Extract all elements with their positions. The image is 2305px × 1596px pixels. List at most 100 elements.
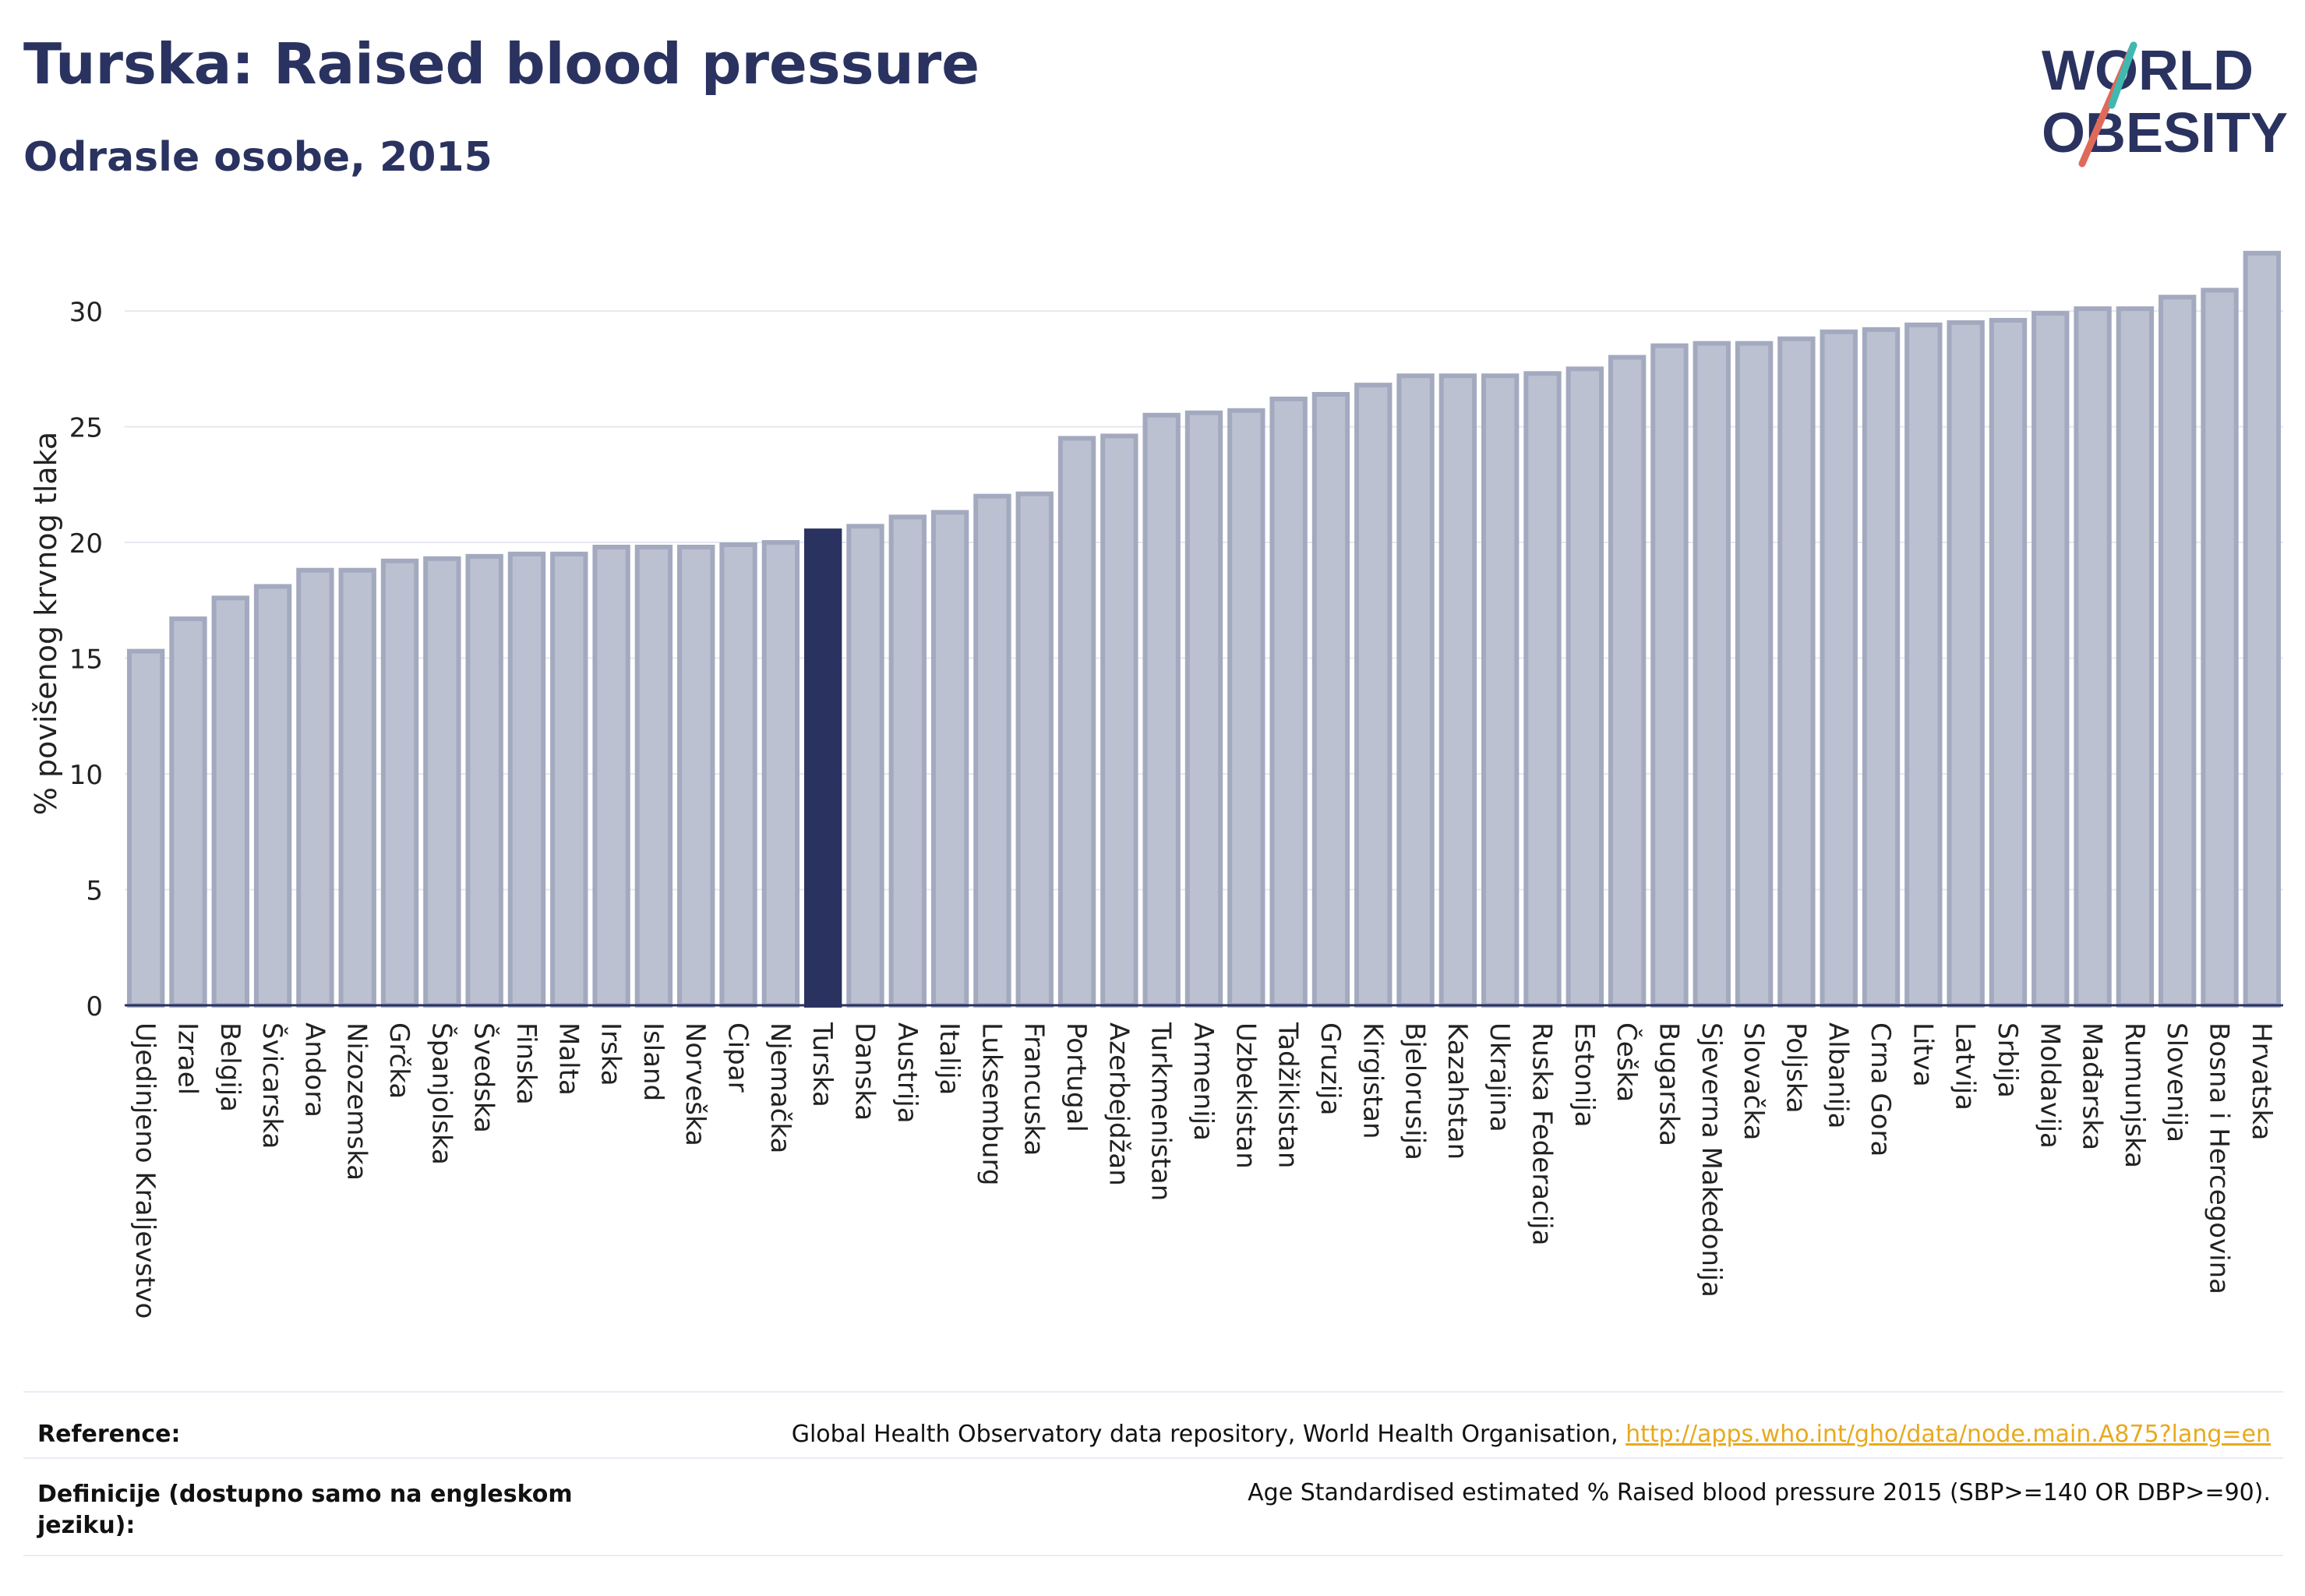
- bar: [634, 545, 673, 1008]
- bar: [1354, 383, 1393, 1008]
- bar: [1777, 336, 1816, 1008]
- bar: [423, 556, 461, 1008]
- bar: [1904, 322, 1943, 1008]
- x-tick-label: Ruska Federacija: [1527, 1022, 1558, 1245]
- bar: [719, 542, 757, 1008]
- bar: [169, 616, 207, 1008]
- x-tick-label: Portugal: [1061, 1022, 1092, 1132]
- y-tick-label: 5: [86, 876, 103, 907]
- y-tick-label: 0: [86, 991, 103, 1022]
- bar: [677, 545, 715, 1008]
- bar: [507, 551, 546, 1008]
- bar: [592, 545, 630, 1008]
- bar: [126, 648, 165, 1008]
- x-tick-label: Moldavija: [2034, 1022, 2065, 1149]
- x-tick-label: Luksemburg: [976, 1022, 1007, 1185]
- chart-subtitle: Odrasle osobe, 2015: [23, 134, 492, 181]
- footer-divider: [23, 1457, 2283, 1459]
- footer-divider: [23, 1391, 2283, 1393]
- x-tick-label: Sjeverna Makedonija: [1696, 1022, 1727, 1298]
- x-tick-label: Španjolska: [425, 1022, 457, 1165]
- x-tick-label: Uzbekistan: [1230, 1022, 1261, 1169]
- x-tick-label: Slovačka: [1738, 1022, 1769, 1140]
- bar: [1100, 433, 1138, 1008]
- x-tick-label: Andora: [298, 1022, 330, 1118]
- bar: [2201, 288, 2239, 1008]
- bar-chart: 0 5 10 15 20 25 30 % povišenog krvnog tlaka Ujed…: [29, 250, 2283, 1319]
- bar: [296, 567, 334, 1008]
- x-tick-label: Poljska: [1780, 1022, 1811, 1114]
- bar: [1608, 355, 1647, 1008]
- bar: [2243, 250, 2282, 1008]
- bar: [803, 528, 842, 1008]
- x-tick-label: Crna Gora: [1865, 1022, 1896, 1156]
- bar: [888, 514, 927, 1008]
- bar: [465, 553, 503, 1008]
- x-tick-label: Austrija: [891, 1022, 923, 1124]
- footer-divider: [23, 1555, 2283, 1556]
- bar: [1396, 373, 1435, 1008]
- chart-title: Turska: Raised blood pressure: [23, 31, 980, 97]
- x-tick-label: Srbija: [1992, 1022, 2023, 1098]
- x-tick-label: Ukrajina: [1484, 1022, 1515, 1132]
- x-tick-label: Finska: [510, 1022, 542, 1105]
- bar: [1269, 396, 1308, 1008]
- bar: [338, 567, 376, 1008]
- x-tick-label: Bjelorusija: [1400, 1022, 1431, 1160]
- x-tick-label: Bosna i Hercegovina: [2204, 1022, 2235, 1294]
- x-tick-label: Ujedinjeno Kraljevstvo: [129, 1022, 161, 1319]
- reference-link[interactable]: http://apps.who.int/gho/data/node.main.A…: [1626, 1421, 2271, 1448]
- y-tick-label: 20: [69, 528, 103, 560]
- x-tick-label: Irska: [595, 1022, 627, 1086]
- x-tick-label: Norveška: [679, 1022, 711, 1146]
- x-tick-label: Češka: [1611, 1022, 1643, 1102]
- y-tick-label: 15: [69, 644, 103, 676]
- bar: [1015, 491, 1054, 1008]
- x-tick-label: Njemačka: [764, 1022, 796, 1153]
- reference-value: Global Health Observatory data repositor…: [792, 1421, 2271, 1448]
- x-tick-label: Latvija: [1950, 1022, 1981, 1110]
- y-tick-label: 30: [69, 297, 103, 328]
- x-tick-label: Cipar: [722, 1022, 754, 1093]
- bar: [1735, 341, 1774, 1008]
- bar: [1311, 392, 1350, 1008]
- x-tick-label: Grčka: [383, 1022, 415, 1099]
- bar: [1650, 343, 1689, 1008]
- bar: [253, 584, 292, 1008]
- x-tick-label: Belgija: [214, 1022, 245, 1112]
- x-tick-label: Gruzija: [1315, 1022, 1346, 1115]
- bar: [1184, 410, 1223, 1008]
- bar: [380, 558, 419, 1008]
- bar: [1481, 373, 1520, 1008]
- bar: [1565, 366, 1604, 1008]
- x-tick-label: Izrael: [171, 1022, 203, 1095]
- bar: [1862, 327, 1901, 1008]
- x-tick-label: Italija: [934, 1022, 965, 1095]
- x-tick-label: Armenija: [1188, 1022, 1219, 1141]
- definition-value: Age Standardised estimated % Raised bloo…: [1248, 1479, 2271, 1506]
- bar: [2031, 311, 2070, 1008]
- bar: [2159, 295, 2197, 1008]
- x-tick-label: Albanija: [1823, 1022, 1854, 1128]
- y-tick-label: 10: [69, 760, 103, 791]
- bar: [2074, 306, 2112, 1008]
- logo-slash-teal: [2108, 41, 2137, 109]
- x-tick-label: Island: [637, 1022, 669, 1101]
- bar: [1820, 329, 1858, 1008]
- x-tick-label: Francuska: [1018, 1022, 1050, 1156]
- bar: [930, 510, 969, 1008]
- bar: [211, 595, 249, 1008]
- bar: [2116, 306, 2155, 1008]
- bar: [1523, 371, 1562, 1008]
- x-tick-label: Rumunjska: [2119, 1022, 2150, 1168]
- bar: [846, 524, 884, 1008]
- x-tick-label: Malta: [552, 1022, 584, 1096]
- logo-line1: WORLD: [2042, 40, 2254, 102]
- x-tick-label: Azerbejdžan: [1103, 1022, 1134, 1186]
- bar: [973, 493, 1011, 1008]
- bar: [1438, 373, 1477, 1008]
- y-axis-label: % povišenog krvnog tlaka: [29, 432, 63, 815]
- x-tick-label: Bugarska: [1653, 1022, 1684, 1146]
- bar: [1989, 317, 2028, 1008]
- x-tick-label: Švicarska: [256, 1022, 288, 1149]
